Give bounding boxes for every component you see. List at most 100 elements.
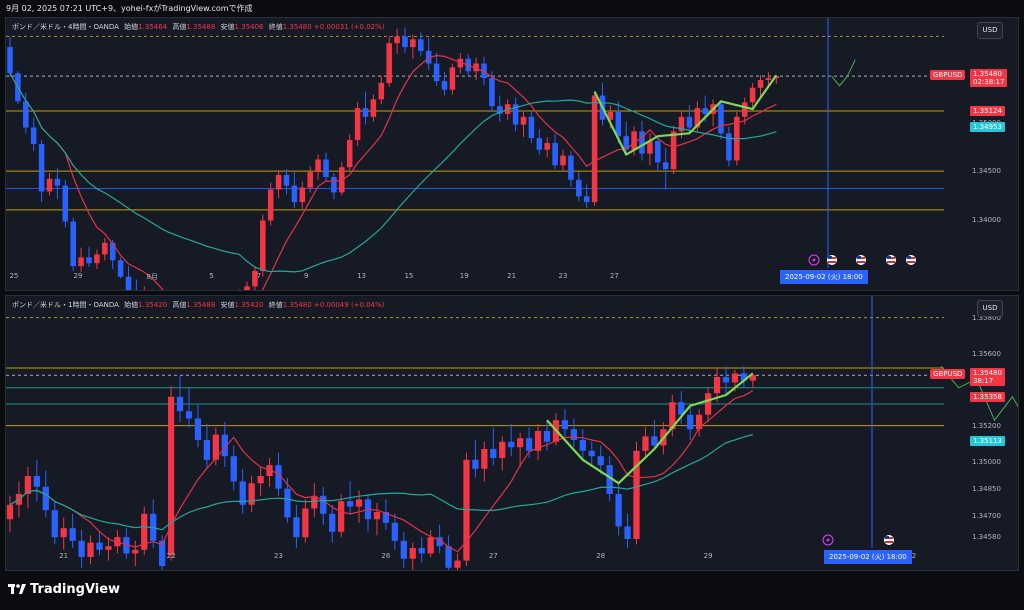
close-label: 終値 bbox=[268, 23, 283, 31]
symbol-badge: GBPUSD bbox=[930, 369, 966, 380]
candle-body bbox=[433, 63, 440, 81]
us-flag-icon bbox=[886, 255, 896, 265]
current-price-value: 1.35480 bbox=[973, 369, 1002, 378]
candle-body bbox=[694, 108, 701, 128]
candle-body bbox=[686, 116, 693, 128]
candle-body bbox=[362, 108, 369, 117]
candle-body bbox=[354, 108, 361, 141]
candle-body bbox=[320, 495, 327, 514]
currency-button[interactable]: USD bbox=[977, 22, 1003, 39]
symbol-description: ポンド／米ドル・1時間・OANDA bbox=[12, 301, 119, 309]
price-level-badge: 1.34953 bbox=[970, 122, 1005, 133]
candle-body bbox=[87, 542, 94, 557]
candle-body bbox=[23, 101, 29, 128]
candle-body bbox=[299, 187, 306, 203]
candle-body bbox=[678, 402, 685, 415]
y-axis-label: 1.35200 bbox=[972, 421, 1001, 430]
high-value: 1.35488 bbox=[186, 23, 216, 31]
candle-body bbox=[490, 449, 497, 458]
high-label: 高値 bbox=[172, 301, 187, 309]
candle-body bbox=[382, 512, 390, 523]
candle-body bbox=[102, 242, 108, 255]
us-flag-icon bbox=[856, 255, 866, 265]
candle-body bbox=[615, 494, 622, 527]
us-flag-icon bbox=[884, 535, 894, 545]
candle-body bbox=[291, 185, 298, 203]
candle-body bbox=[449, 67, 456, 90]
symbol-badge: GBPUSD bbox=[930, 70, 966, 81]
candle-body bbox=[244, 286, 250, 290]
low-label: 安値 bbox=[220, 301, 235, 309]
chart-panel-1h[interactable]: ポンド／米ドル・1時間・OANDA 始値1.35420 高値1.35488 安値… bbox=[5, 295, 1019, 571]
candle-body bbox=[631, 131, 637, 150]
tradingview-branding[interactable]: TradingView bbox=[8, 582, 120, 597]
y-axis-label: 1.35600 bbox=[972, 349, 1001, 358]
candle-body bbox=[726, 133, 732, 161]
current-price-badge: 1.35480 38:17 bbox=[970, 368, 1005, 387]
currency-button[interactable]: USD bbox=[977, 300, 1003, 317]
open-label: 始値 bbox=[124, 23, 139, 31]
candle-body bbox=[260, 220, 266, 271]
candle-body bbox=[6, 504, 14, 520]
candle-body bbox=[54, 178, 61, 186]
candle-body bbox=[583, 196, 590, 203]
candle-body bbox=[543, 431, 551, 442]
candle-body bbox=[293, 517, 300, 538]
candlestick-chart[interactable] bbox=[6, 18, 1019, 291]
candle-body bbox=[418, 548, 425, 554]
candle-body bbox=[141, 513, 148, 550]
high-label: 高値 bbox=[172, 23, 187, 31]
open-label: 始値 bbox=[124, 301, 139, 309]
candle-body bbox=[560, 155, 566, 166]
candle-body bbox=[525, 438, 533, 451]
price-level-badge: 1.35358 bbox=[970, 392, 1005, 403]
candle-body bbox=[481, 449, 488, 469]
candle-body bbox=[176, 396, 184, 412]
candle-body bbox=[275, 174, 282, 190]
candle-body bbox=[655, 141, 661, 163]
candle-body bbox=[568, 155, 574, 180]
candle-body bbox=[520, 116, 527, 125]
candle-body bbox=[454, 560, 461, 568]
candle-body bbox=[591, 95, 598, 203]
y-axis-label: 1.34700 bbox=[972, 511, 1001, 520]
candle-body bbox=[670, 131, 677, 170]
candle-body bbox=[445, 546, 452, 568]
chart-header-caption: 9月 02, 2025 07:21 UTC+9、yohei-fxがTrading… bbox=[6, 4, 253, 13]
short-moving-average-line bbox=[9, 390, 754, 553]
candle-body bbox=[331, 176, 337, 193]
candle-body bbox=[669, 402, 676, 430]
candle-body bbox=[713, 377, 721, 394]
candle-body bbox=[472, 459, 479, 469]
chart-panel-4h[interactable]: ポンド／米ドル・4時間・OANDA 始値1.35464 高値1.35488 安値… bbox=[5, 17, 1019, 291]
y-axis-label: 1.34580 bbox=[972, 533, 1001, 542]
candle-body bbox=[702, 108, 708, 114]
elliott-wave-drawing bbox=[546, 372, 754, 485]
price-level-badge: 1.35113 bbox=[970, 436, 1005, 447]
x-axis-label: 22 bbox=[166, 552, 176, 560]
candle-body bbox=[561, 420, 569, 430]
candle-body bbox=[528, 116, 535, 139]
x-axis-label: 19 bbox=[459, 272, 469, 280]
bolt-icon bbox=[822, 534, 834, 546]
x-axis-label: 23 bbox=[274, 552, 283, 560]
candle-body bbox=[302, 508, 309, 538]
x-axis-label: 7 bbox=[256, 272, 262, 280]
candle-body bbox=[338, 501, 345, 532]
candle-body bbox=[159, 540, 166, 566]
current-price-badge: 1.35480 02:38:17 bbox=[970, 69, 1008, 88]
candle-body bbox=[33, 476, 40, 487]
candlestick-chart[interactable] bbox=[6, 296, 1019, 571]
candle-body bbox=[42, 486, 49, 511]
candle-body bbox=[508, 441, 515, 448]
candle-body bbox=[46, 178, 53, 192]
candle-body bbox=[96, 542, 103, 550]
candle-body bbox=[740, 373, 748, 381]
candle-body bbox=[731, 373, 739, 383]
candle-body bbox=[373, 512, 381, 520]
short-moving-average-line bbox=[9, 54, 777, 290]
candle-body bbox=[267, 189, 274, 221]
elliott-wave-drawing bbox=[593, 74, 778, 156]
x-axis-label: 28 bbox=[596, 552, 606, 560]
open-value: 1.35464 bbox=[138, 23, 168, 31]
